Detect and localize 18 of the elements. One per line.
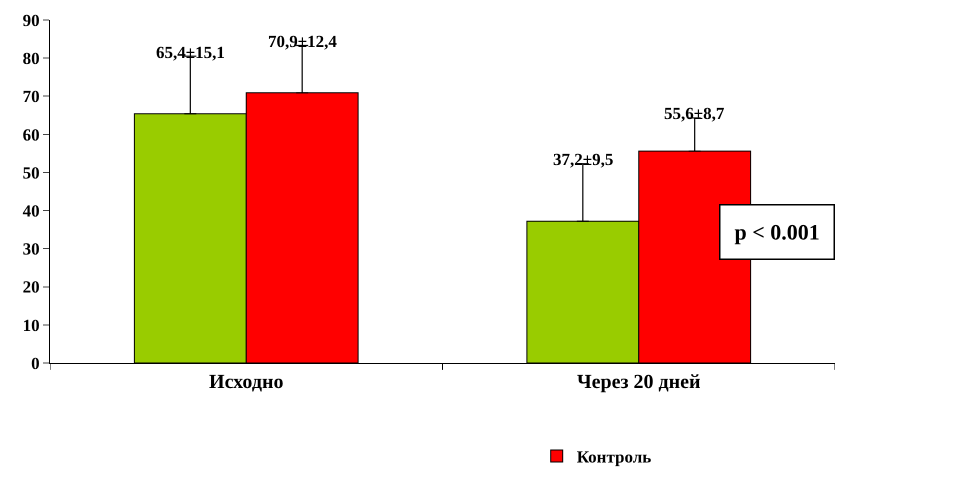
y-tick-label: 90 [22,10,40,30]
y-tick-label: 30 [22,240,40,259]
y-tick-label: 50 [22,163,40,182]
x-tick-label: Через 20 дней [576,371,701,393]
data-label: 55,6±8,7 [664,104,725,123]
x-tick-label: Исходно [209,371,284,393]
legend-label: Контроль [576,448,652,467]
y-tick-label: 60 [22,125,40,144]
annotation: p < 0.001 [734,220,820,244]
y-tick-label: 40 [22,202,40,221]
data-label: 65,4±15,1 [156,43,225,62]
y-tick-label: 20 [22,278,40,297]
data-label: 70,9±12,4 [268,32,338,51]
data-label: 37,2±9,5 [553,150,614,169]
y-tick-label: 10 [22,316,40,335]
y-tick-label: 80 [22,49,40,68]
y-tick-label: 70 [22,87,40,106]
y-tick-label: 0 [31,354,40,373]
